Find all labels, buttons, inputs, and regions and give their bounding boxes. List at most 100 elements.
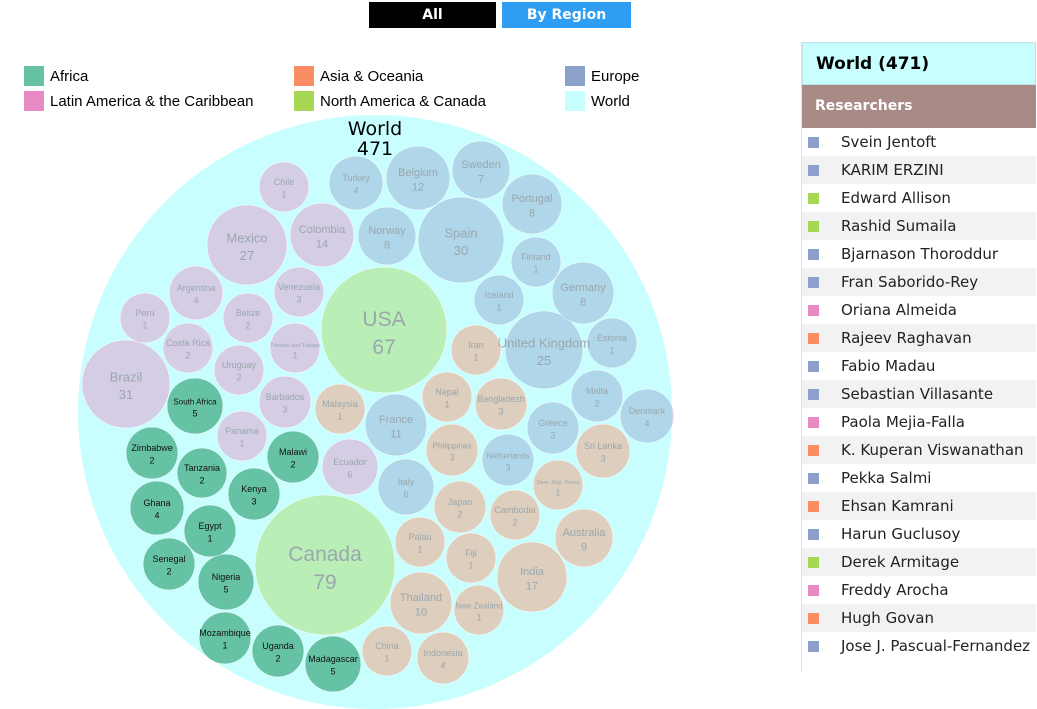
bubble-italy[interactable]: Italy 6	[377, 458, 435, 516]
by-region-button[interactable]: By Region	[502, 2, 631, 28]
researcher-row[interactable]: Sebastian Villasante	[802, 380, 1036, 408]
bubble-finland[interactable]: Finland 1	[510, 236, 562, 288]
researcher-row[interactable]: Pekka Salmi	[802, 464, 1036, 492]
bubble-circle[interactable]	[254, 494, 396, 636]
bubble-palau[interactable]: Palau 1	[394, 516, 446, 568]
bubble-circle[interactable]	[216, 410, 268, 462]
bubble-circle[interactable]	[81, 339, 171, 429]
bubble-circle[interactable]	[213, 344, 265, 396]
bubble-bangladesh[interactable]: Bangladesh 3	[474, 377, 528, 431]
bubble-circle[interactable]	[168, 265, 224, 321]
bubble-circle[interactable]	[489, 489, 541, 541]
bubble-thailand[interactable]: Thailand 10	[389, 571, 453, 635]
bubble-circle[interactable]	[417, 196, 505, 284]
bubble-united-kingdom[interactable]: United Kingdom 25	[498, 310, 591, 390]
bubble-malta[interactable]: Malta 2	[570, 369, 624, 423]
bubble-circle[interactable]	[227, 467, 281, 521]
bubble-norway[interactable]: Norway 8	[357, 206, 417, 266]
bubble-circle[interactable]	[575, 423, 631, 479]
bubble-circle[interactable]	[357, 206, 417, 266]
bubble-circle[interactable]	[526, 401, 580, 455]
bubble-circle[interactable]	[129, 480, 185, 536]
bubble-circle[interactable]	[510, 236, 562, 288]
bubble-estonia[interactable]: Estonia 1	[586, 317, 638, 369]
bubble-zimbabwe[interactable]: Zimbabwe 2	[125, 426, 179, 480]
bubble-turkey[interactable]: Turkey 4	[328, 155, 384, 211]
researcher-row[interactable]: Edward Allison	[802, 184, 1036, 212]
researcher-row[interactable]: Fran Saborido-Rey	[802, 268, 1036, 296]
bubble-greece[interactable]: Greece 3	[526, 401, 580, 455]
bubble-australia[interactable]: Australia 9	[554, 508, 614, 568]
bubble-peru[interactable]: Peru 1	[119, 292, 171, 344]
researcher-row[interactable]: Ehsan Kamrani	[802, 492, 1036, 520]
bubble-germany[interactable]: Germany 8	[551, 261, 615, 325]
bubble-circle[interactable]	[321, 438, 379, 496]
bubble-chile[interactable]: Chile 1	[258, 161, 310, 213]
bubble-circle[interactable]	[554, 508, 614, 568]
researcher-row[interactable]: Derek Armitage	[802, 548, 1036, 576]
bubble-circle[interactable]	[269, 322, 321, 374]
researcher-row[interactable]: KARIM ERZINI	[802, 156, 1036, 184]
bubble-china[interactable]: China 1	[361, 625, 413, 677]
bubble-circle[interactable]	[304, 635, 362, 693]
bubble-panama[interactable]: Panama 1	[216, 410, 268, 462]
bubble-circle[interactable]	[425, 423, 479, 477]
researcher-row[interactable]: Jose J. Pascual-Fernandez	[802, 632, 1036, 660]
bubble-circle[interactable]	[450, 324, 502, 376]
bubble-circle[interactable]	[183, 504, 237, 558]
bubble-south-africa[interactable]: South Africa 5	[166, 377, 224, 435]
bubble-circle[interactable]	[433, 480, 487, 534]
bubble-iran[interactable]: Iran 1	[450, 324, 502, 376]
bubble-circle[interactable]	[570, 369, 624, 423]
bubble-spain[interactable]: Spain 30	[417, 196, 505, 284]
bubble-uganda[interactable]: Uganda 2	[251, 624, 305, 678]
bubble-cambodia[interactable]: Cambodia 2	[489, 489, 541, 541]
all-button[interactable]: All	[369, 2, 496, 28]
researcher-row[interactable]: Bjarnason Thoroddur	[802, 240, 1036, 268]
bubble-egypt[interactable]: Egypt 1	[183, 504, 237, 558]
bubble-circle[interactable]	[162, 322, 214, 374]
bubble-circle[interactable]	[251, 624, 305, 678]
researcher-row[interactable]: Rashid Sumaila	[802, 212, 1036, 240]
bubble-circle[interactable]	[142, 537, 196, 591]
bubble-denmark[interactable]: Denmark 4	[619, 388, 675, 444]
bubble-circle[interactable]	[385, 145, 451, 211]
bubble-circle[interactable]	[266, 430, 320, 484]
bubble-circle[interactable]	[222, 292, 274, 344]
researcher-row[interactable]: Oriana Almeida	[802, 296, 1036, 324]
bubble-belgium[interactable]: Belgium 12	[385, 145, 451, 211]
bubble-circle[interactable]	[532, 459, 584, 511]
bubble-circle[interactable]	[474, 377, 528, 431]
researcher-row[interactable]: Freddy Arocha	[802, 576, 1036, 604]
bubble-circle[interactable]	[361, 625, 413, 677]
bubble-circle[interactable]	[551, 261, 615, 325]
bubble-mozambique[interactable]: Mozambique 1	[198, 611, 252, 665]
bubble-circle[interactable]	[198, 611, 252, 665]
bubble-circle[interactable]	[451, 140, 511, 200]
bubble-circle[interactable]	[166, 377, 224, 435]
bubble-india[interactable]: India 17	[496, 541, 568, 613]
bubble-malawi[interactable]: Malawi 2	[266, 430, 320, 484]
researcher-row[interactable]: Hugh Govan	[802, 604, 1036, 632]
bubble-uruguay[interactable]: Uruguay 2	[213, 344, 265, 396]
bubble-kenya[interactable]: Kenya 3	[227, 467, 281, 521]
researcher-row[interactable]: Svein Jentoft	[802, 128, 1036, 156]
bubble-circle[interactable]	[197, 553, 255, 611]
bubble-circle[interactable]	[125, 426, 179, 480]
bubble-circle[interactable]	[176, 447, 228, 499]
bubble-france[interactable]: France 11	[364, 393, 428, 457]
bubble-barbados[interactable]: Barbados 3	[258, 375, 312, 429]
bubble-japan[interactable]: Japan 2	[433, 480, 487, 534]
bubble-circle[interactable]	[273, 266, 325, 318]
bubble-circle[interactable]	[496, 541, 568, 613]
researcher-row[interactable]: Fabio Madau	[802, 352, 1036, 380]
bubble-circle[interactable]	[453, 584, 505, 636]
bubble-belize[interactable]: Belize 2	[222, 292, 274, 344]
bubble-circle[interactable]	[416, 631, 470, 685]
bubble-circle[interactable]	[394, 516, 446, 568]
bubble-ecuador[interactable]: Ecuador 6	[321, 438, 379, 496]
bubble-tanzania[interactable]: Tanzania 2	[176, 447, 228, 499]
bubble-circle[interactable]	[119, 292, 171, 344]
bubble-canada[interactable]: Canada 79	[254, 494, 396, 636]
